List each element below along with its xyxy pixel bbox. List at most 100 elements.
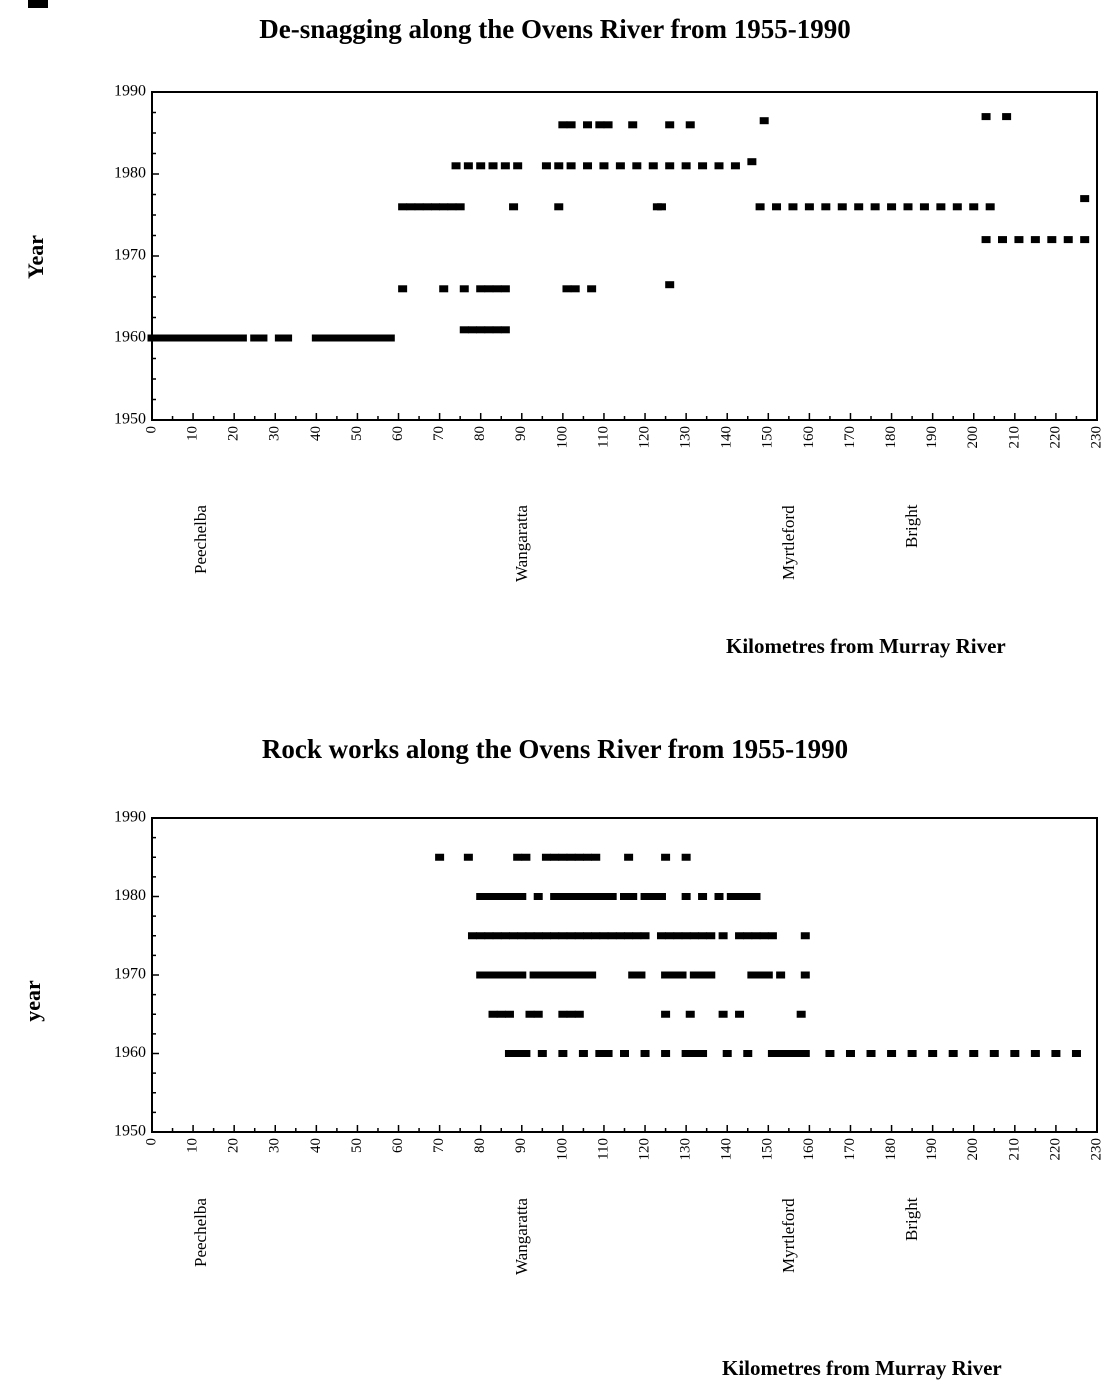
data-point — [767, 1050, 777, 1057]
data-point — [981, 113, 991, 121]
data-point — [521, 1050, 531, 1057]
data-point — [504, 1010, 514, 1018]
x-tick-label: 50 — [349, 426, 365, 441]
data-point — [574, 893, 584, 900]
data-point — [845, 1050, 855, 1057]
data-point — [476, 971, 486, 979]
data-point — [554, 203, 564, 211]
x-tick-label: 20 — [226, 1138, 242, 1153]
data-point — [599, 162, 609, 170]
data-point — [459, 285, 469, 293]
data-point — [336, 334, 346, 342]
data-point — [496, 1010, 506, 1018]
data-point — [800, 1050, 810, 1057]
data-point — [439, 285, 449, 293]
data-point — [800, 971, 810, 979]
data-point — [574, 853, 584, 861]
data-point — [500, 326, 510, 334]
data-point — [743, 1050, 753, 1057]
data-point — [624, 853, 634, 861]
x-tick-label: 220 — [1047, 426, 1063, 449]
data-point — [155, 334, 165, 342]
town-label: Peechelba — [191, 1198, 211, 1267]
data-point — [661, 971, 671, 979]
data-point — [718, 932, 728, 940]
data-point — [566, 893, 576, 900]
data-point — [759, 117, 769, 125]
town-label: Myrtleford — [778, 505, 798, 580]
data-point — [698, 893, 708, 900]
data-point — [504, 1050, 514, 1057]
data-point — [952, 203, 962, 211]
y-tick-label: 1970 — [114, 966, 146, 983]
data-point — [500, 971, 510, 979]
data-point — [574, 932, 584, 940]
data-point — [656, 932, 666, 940]
data-point — [484, 893, 494, 900]
data-point — [730, 162, 740, 170]
data-point — [928, 1050, 938, 1057]
data-point — [517, 932, 527, 940]
data-point — [685, 1010, 695, 1018]
data-point — [476, 285, 486, 293]
x-tick-label: 130 — [678, 1138, 694, 1161]
x-tick-label: 230 — [1088, 1138, 1104, 1161]
data-point — [628, 121, 638, 129]
data-point — [509, 932, 519, 940]
x-tick-label: 60 — [390, 1138, 406, 1153]
data-point — [648, 893, 658, 900]
data-point — [866, 1050, 876, 1057]
x-tick-label: 70 — [431, 1138, 447, 1153]
x-tick-label: 80 — [472, 426, 488, 441]
x-tick-label: 30 — [267, 1138, 283, 1153]
data-point — [459, 326, 469, 334]
x-tick-label: 60 — [390, 426, 406, 441]
data-point — [509, 893, 519, 900]
data-point — [578, 1050, 588, 1057]
data-point — [661, 1010, 671, 1018]
data-point — [509, 971, 519, 979]
data-point — [751, 932, 761, 940]
data-point — [484, 932, 494, 940]
data-point — [320, 334, 330, 342]
data-point — [529, 971, 539, 979]
data-point — [998, 236, 1007, 244]
data-point — [587, 285, 597, 293]
data-point — [591, 932, 601, 940]
x-tick-label: 160 — [801, 1138, 817, 1161]
data-point — [628, 971, 638, 979]
data-point — [636, 971, 646, 979]
data-point — [521, 853, 531, 861]
data-point — [500, 932, 510, 940]
data-point — [431, 203, 440, 211]
data-point — [665, 932, 675, 940]
y-tick-label: 1990 — [114, 809, 146, 826]
data-point — [969, 203, 979, 211]
data-point — [488, 162, 498, 170]
data-point — [936, 203, 946, 211]
data-point — [763, 971, 773, 979]
data-point — [669, 971, 679, 979]
x-tick-label: 30 — [267, 426, 283, 441]
data-point — [562, 971, 572, 979]
data-point — [533, 893, 543, 900]
data-point — [969, 1050, 979, 1057]
data-point — [525, 1010, 535, 1018]
data-point — [541, 162, 551, 170]
x-tick-label: 120 — [636, 426, 652, 449]
data-point — [484, 285, 494, 293]
y-tick-label: 1990 — [114, 83, 146, 100]
data-point — [492, 285, 502, 293]
data-point — [566, 932, 576, 940]
data-point — [476, 326, 486, 334]
data-point — [583, 853, 593, 861]
data-point — [361, 334, 371, 342]
data-point — [722, 1050, 732, 1057]
data-point — [1071, 1050, 1081, 1057]
data-point — [492, 326, 502, 334]
data-point — [981, 236, 991, 244]
data-point — [422, 203, 432, 211]
data-point — [574, 1010, 584, 1018]
x-tick-label: 170 — [842, 426, 858, 449]
data-point — [837, 203, 847, 211]
